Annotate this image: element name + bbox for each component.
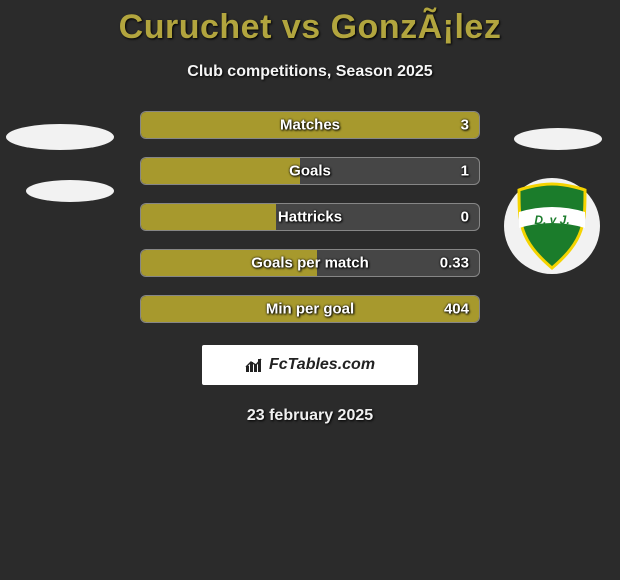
stat-value: 404 [444,301,469,318]
stat-row: Goals per match0.33 [140,249,480,277]
stat-label: Goals [141,163,479,180]
stat-label: Min per goal [141,301,479,318]
stat-value: 0.33 [440,255,469,272]
brand-box: FcTables.com [202,345,418,385]
date-text: 23 february 2025 [0,407,620,425]
page-subtitle: Club competitions, Season 2025 [0,63,620,81]
stat-label: Goals per match [141,255,479,272]
stat-value: 1 [461,163,469,180]
stat-row: Hattricks0 [140,203,480,231]
brand-name: FcTables.com [269,356,375,374]
stat-label: Hattricks [141,209,479,226]
stat-row: Goals1 [140,157,480,185]
stat-row: Matches3 [140,111,480,139]
page-title: Curuchet vs GonzÃ¡lez [0,0,620,47]
stat-value: 3 [461,117,469,134]
stat-label: Matches [141,117,479,134]
stat-row: Min per goal404 [140,295,480,323]
stat-bars: Matches3Goals1Hattricks0Goals per match0… [140,111,480,323]
stat-value: 0 [461,209,469,226]
bar-chart-icon [245,356,267,374]
